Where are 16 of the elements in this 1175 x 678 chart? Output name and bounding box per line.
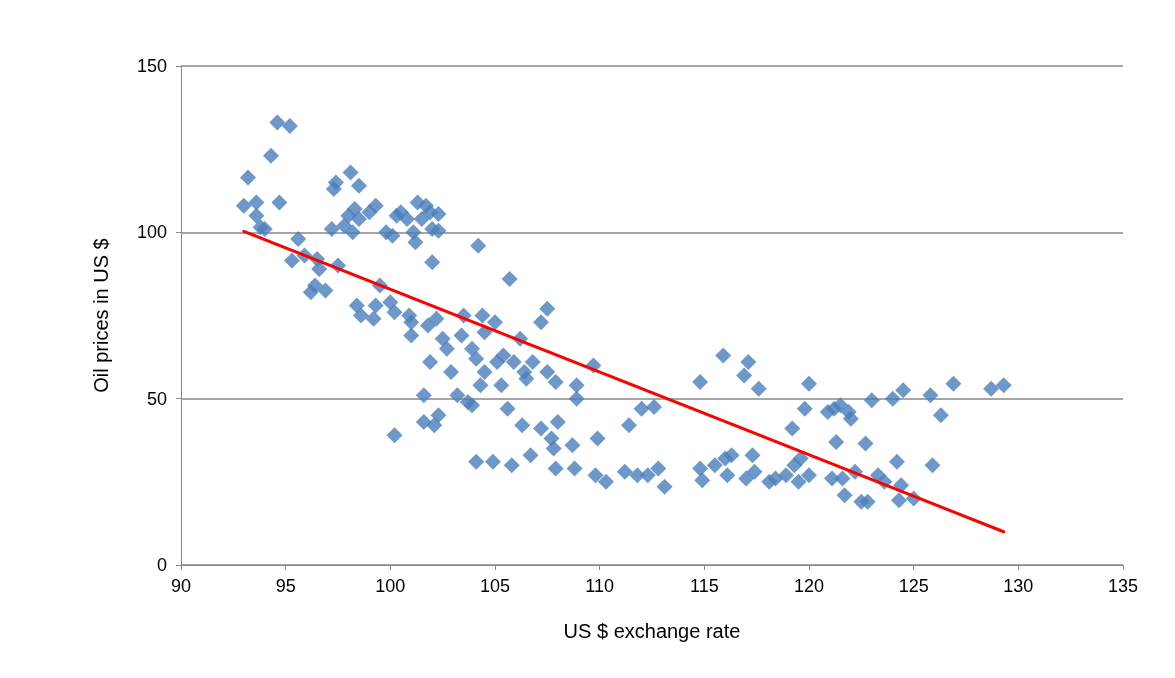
y-tick-label: 0 [156,555,167,575]
y-axis-title: Oil prices in US $ [90,238,112,393]
x-tick-label: 125 [898,576,929,596]
x-axis-title: US $ exchange rate [563,620,741,642]
x-tick-label: 100 [375,576,406,596]
y-tick-label: 100 [136,222,167,243]
x-tick-label: 115 [689,576,719,596]
x-tick-label: 90 [170,576,192,596]
x-tick-label: 110 [585,576,615,596]
x-tick-label: 130 [1003,576,1034,596]
x-tick-label: 95 [275,576,296,596]
x-tick-label: 120 [793,576,825,596]
x-tick-label: 135 [1107,576,1139,596]
y-tick-label: 150 [136,56,167,76]
x-tick-label: 105 [479,576,511,596]
y-tick-label: 50 [146,388,167,409]
